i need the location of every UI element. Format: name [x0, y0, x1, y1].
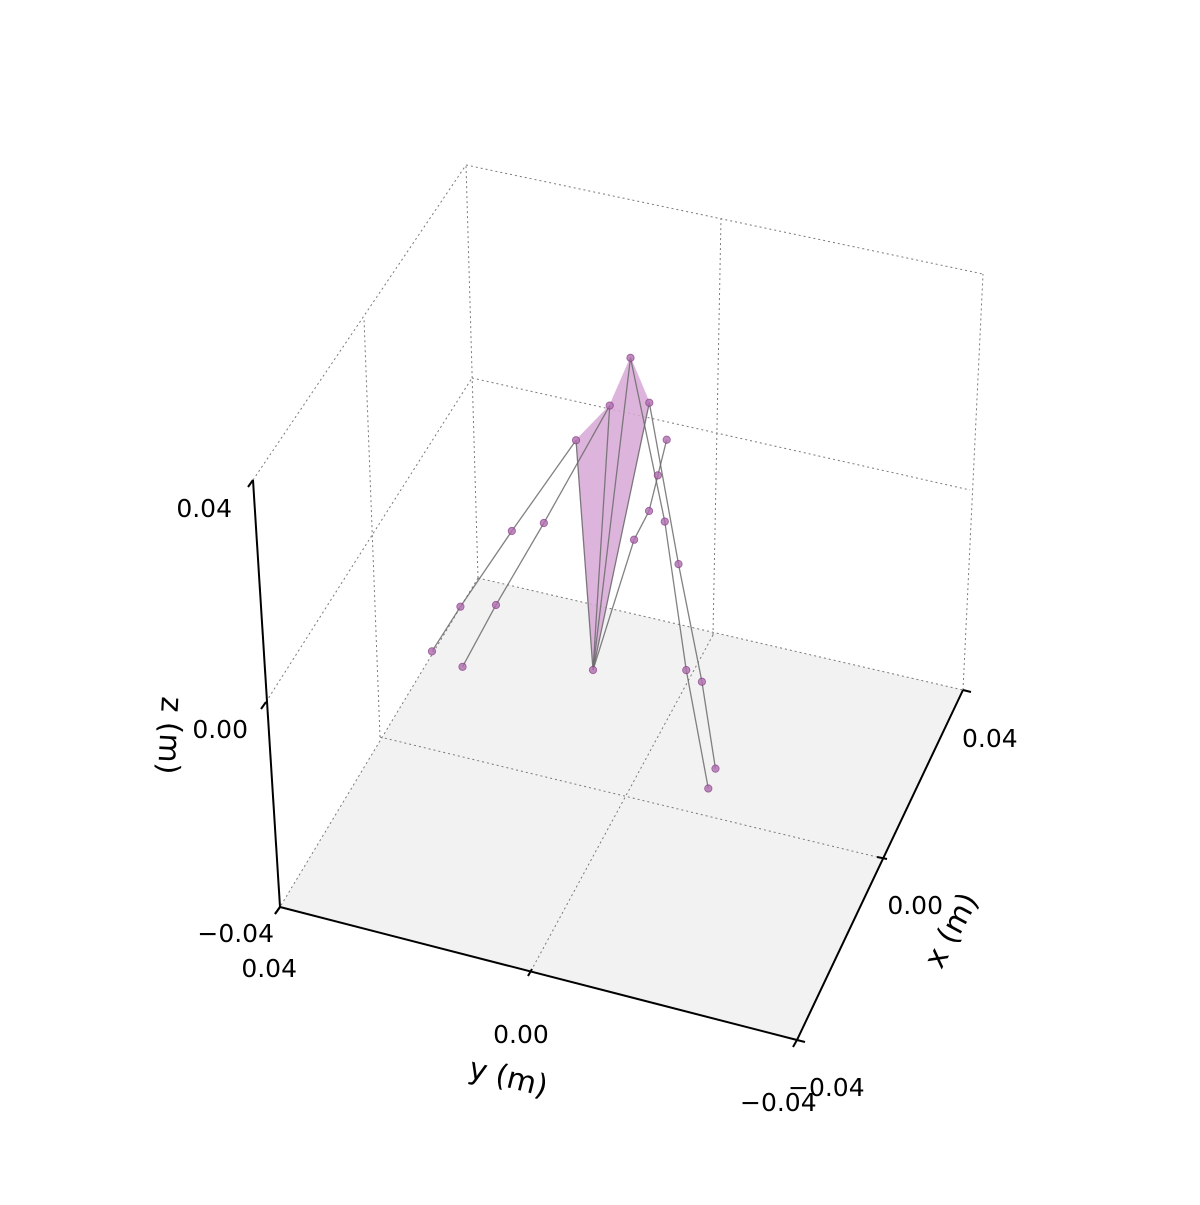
- bone-segment-16: [575, 440, 594, 671]
- z-axis-title: z (m): [150, 696, 189, 776]
- z-tick-label-center: 0.00: [192, 715, 248, 744]
- joint-point-5: [645, 398, 654, 407]
- joint-point-20: [427, 647, 437, 656]
- bone-segment-1: [633, 510, 650, 540]
- x-tick-label-high: 0.04: [962, 724, 1018, 753]
- bone-segment-15: [461, 604, 497, 668]
- y-tick-label-left: 0.04: [241, 954, 297, 983]
- y-axis-line: [279, 906, 798, 1041]
- joint-point-11: [682, 666, 691, 675]
- joint-point-3: [653, 471, 662, 480]
- z-tick-label-low: −0.04: [197, 919, 274, 948]
- bone-segment-11: [685, 670, 709, 789]
- grid-floor-back-left: [279, 577, 479, 908]
- joint-point-19: [456, 602, 465, 611]
- y-axis-title: y (m): [465, 1051, 551, 1104]
- bone-segment-10: [664, 521, 687, 671]
- x-tick-mark-low: [796, 1039, 806, 1043]
- bone-segment-13: [543, 405, 611, 524]
- bone-segment-7: [701, 681, 717, 769]
- joint-point-4: [662, 435, 671, 444]
- joint-point-1: [629, 535, 639, 544]
- joint-point-7: [697, 677, 707, 686]
- bone-layer: [431, 357, 717, 789]
- grid-left-wall-y-center: [363, 317, 381, 738]
- bone-segment-14: [495, 522, 545, 606]
- x-axis-line: [796, 689, 964, 1041]
- joint-point-13: [605, 401, 614, 410]
- grid-top-left-edge: [252, 164, 467, 481]
- grid-vertical-right-edge: [962, 273, 984, 691]
- grid-top-right-edge: [465, 164, 984, 275]
- joint-layer: [427, 353, 720, 793]
- floor-pane: [280, 578, 963, 1040]
- joint-point-14: [539, 518, 548, 528]
- y-tick-label-right: −0.04: [740, 1088, 817, 1117]
- x-tick-mark-high: [962, 689, 972, 693]
- bone-segment-9: [629, 357, 666, 522]
- grid-floor-y-center: [379, 736, 878, 858]
- joint-point-2: [644, 506, 654, 516]
- y-tick-mark-center: [527, 968, 533, 977]
- bone-segment-0: [592, 539, 635, 671]
- bone-segment-17: [511, 439, 577, 532]
- y-tick-label-center: 0.00: [493, 1020, 549, 1049]
- joint-point-0: [588, 665, 598, 675]
- bone-segment-5: [648, 402, 680, 565]
- grid-right-wall-x-center: [712, 217, 722, 636]
- x-tick-label-center: 0.00: [887, 891, 943, 920]
- bone-segment-12: [592, 405, 611, 671]
- y-tick-mark-right: [792, 1039, 798, 1048]
- z-axis-line: [252, 479, 281, 908]
- bone-segment-3: [657, 439, 668, 476]
- joint-point-6: [674, 560, 683, 569]
- grid-floor-x-center: [531, 634, 714, 970]
- grid-right-wall-z-center: [471, 377, 971, 491]
- axes: [247, 479, 972, 1048]
- joint-point-9: [626, 353, 635, 362]
- joint-point-17: [571, 436, 581, 445]
- joint-point-10: [660, 517, 669, 526]
- z-tick-mark-center: [260, 701, 267, 710]
- bone-segment-18: [459, 530, 513, 608]
- tick-labels: 0.04 0.00 −0.04 0.04 0.00 −0.04 −0.04 0.…: [176, 494, 1017, 1117]
- grid-vertical-back-corner: [465, 164, 479, 579]
- joint-point-18: [507, 526, 516, 536]
- bone-segment-6: [677, 563, 703, 682]
- joint-point-8: [711, 764, 720, 773]
- bone-segment-8: [592, 357, 632, 671]
- z-tick-mark-low: [274, 906, 281, 915]
- z-tick-label-high: 0.04: [176, 494, 232, 523]
- z-tick-mark-high: [247, 479, 254, 488]
- x-tick-mark-center: [876, 856, 888, 860]
- joint-point-15: [491, 600, 501, 610]
- joint-point-12: [704, 784, 713, 793]
- grid-left-wall-z-center: [265, 377, 473, 703]
- x-tick-label-low: −0.04: [788, 1073, 865, 1102]
- bone-segment-19: [431, 606, 461, 652]
- bone-segment-4: [592, 402, 650, 671]
- joint-point-16: [458, 662, 467, 671]
